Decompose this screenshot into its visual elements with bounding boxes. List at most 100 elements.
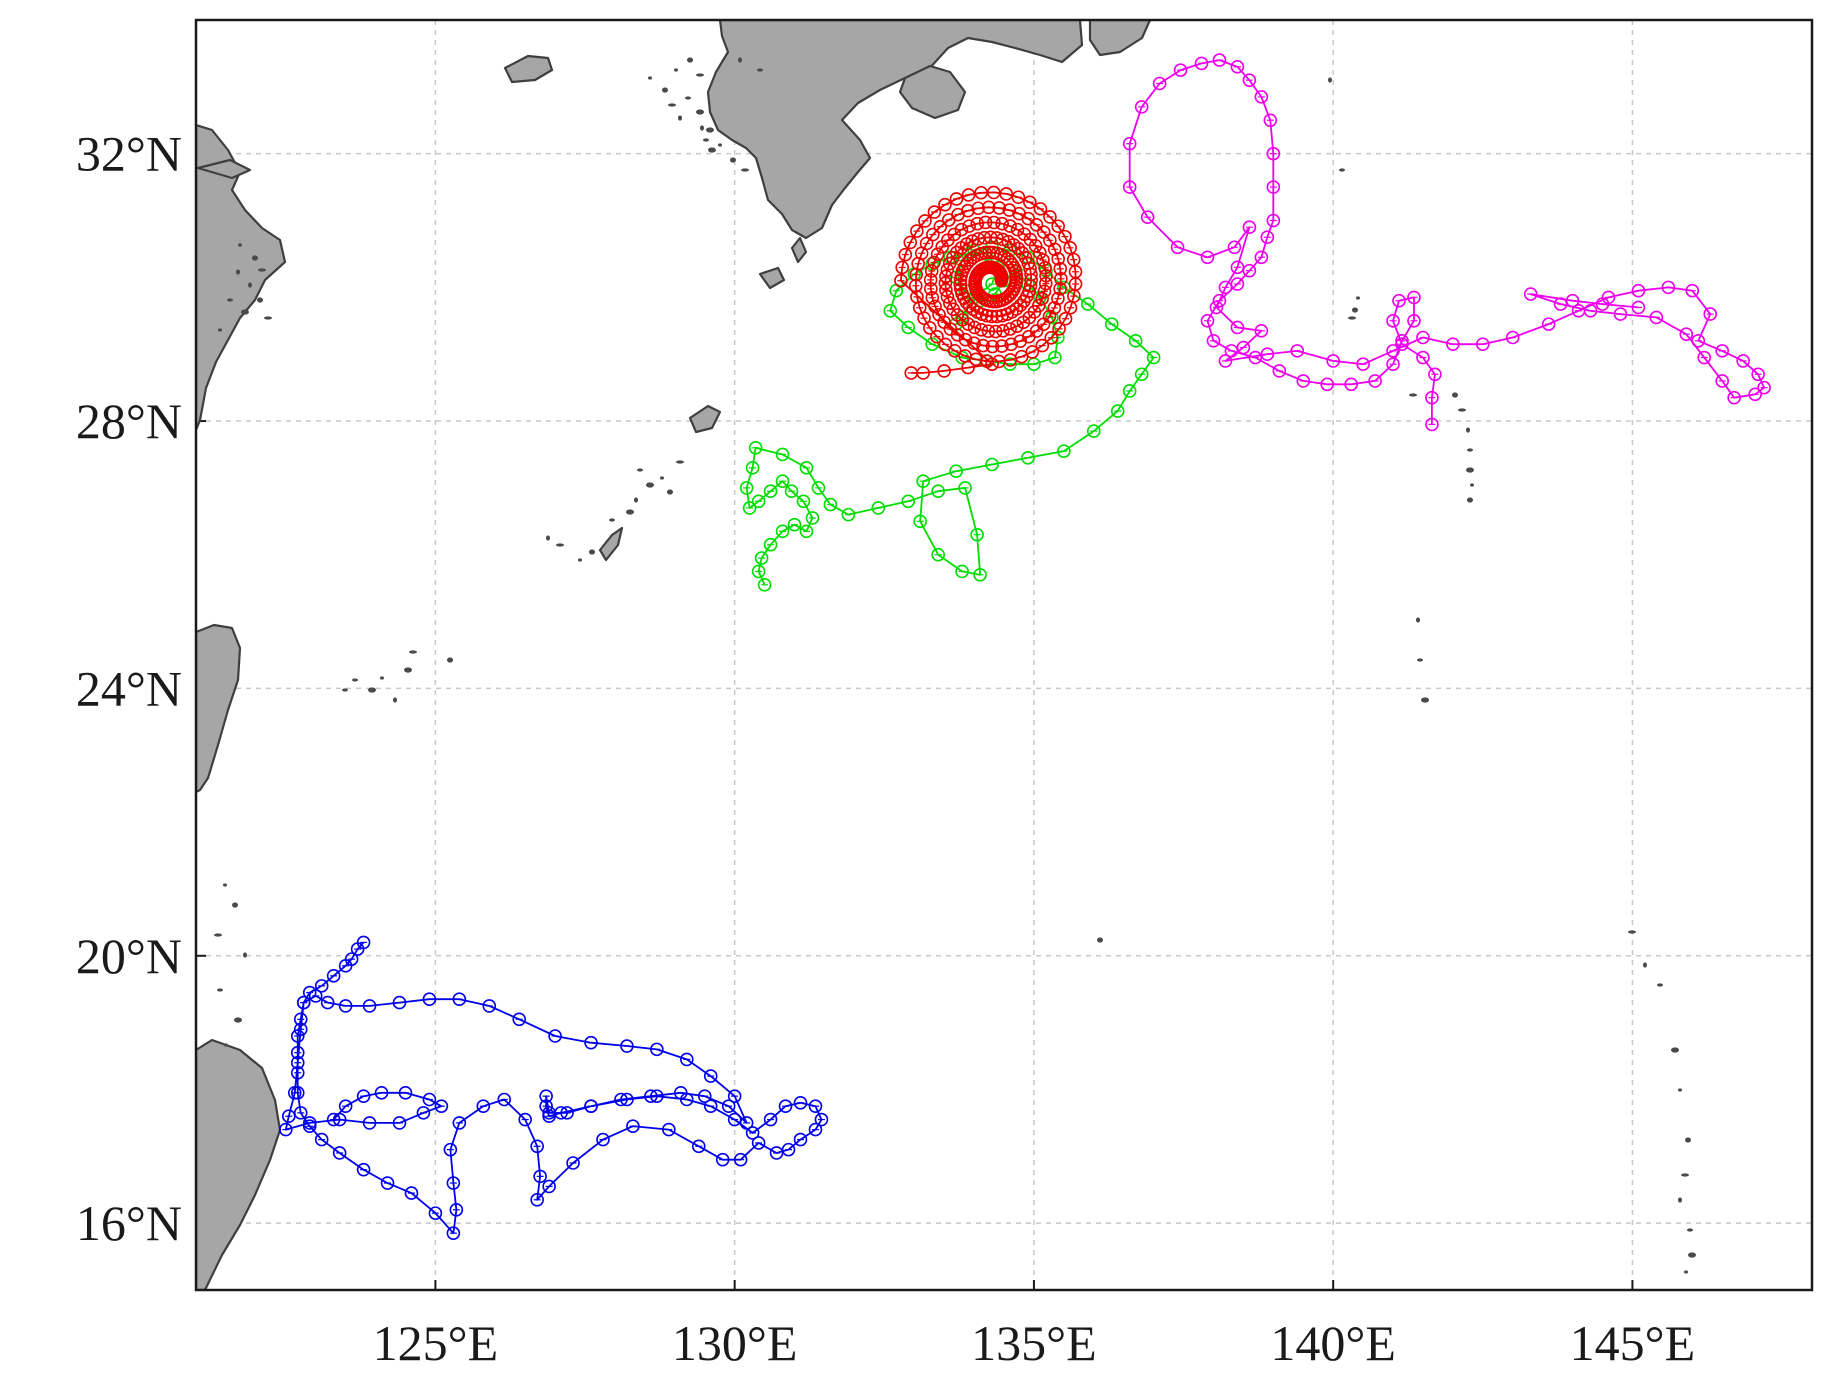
- track-point-2-155: [928, 299, 942, 314]
- track-point-3-39: [1140, 210, 1155, 224]
- islet-56: [1681, 1173, 1689, 1177]
- track-point-3-14: [1296, 374, 1311, 388]
- track-point-3-7: [1407, 290, 1421, 305]
- track-point-0-32: [542, 1179, 556, 1194]
- track-point-3-36: [1134, 100, 1149, 114]
- track-point-0-45: [814, 1112, 829, 1127]
- track-point-3-4: [1395, 337, 1409, 351]
- track-point-0-16: [332, 1146, 347, 1160]
- track-point-1-24: [931, 484, 945, 499]
- islet-73: [1352, 307, 1358, 313]
- track-point-3-43: [1242, 220, 1257, 235]
- islet-63: [1466, 427, 1470, 433]
- islet-36: [380, 676, 384, 680]
- track-point-0-47: [793, 1096, 808, 1110]
- islet-77: [706, 127, 714, 133]
- track-point-0-67: [697, 1089, 712, 1103]
- japan-landmass: [706, 20, 1084, 240]
- track-point-3-24: [1260, 230, 1275, 245]
- track-point-2-221: [1058, 229, 1072, 244]
- track-point-1-30: [913, 514, 928, 529]
- track-point-3-45: [1218, 280, 1233, 295]
- track-point-1-14: [739, 481, 754, 495]
- track-point-0-42: [781, 1142, 796, 1157]
- track-point-1-17: [775, 447, 790, 462]
- track-point-2-182: [1012, 206, 1026, 221]
- track-point-3-42: [1227, 240, 1242, 255]
- track-point-1-39: [1134, 367, 1149, 382]
- track-point-1-8: [796, 494, 811, 509]
- x-tick-label-1: 130°E: [672, 1315, 798, 1371]
- track-point-0-69: [739, 1116, 754, 1130]
- track-point-3-27: [1266, 146, 1281, 161]
- track-point-2-139: [1003, 219, 1017, 233]
- islet-18: [218, 328, 222, 332]
- track-point-1-61: [1048, 350, 1062, 365]
- islet-9: [700, 125, 704, 131]
- islet-58: [1687, 1228, 1693, 1232]
- track-point-2-200: [923, 321, 937, 335]
- track-point-1-6: [799, 524, 814, 539]
- track-point-0-18: [380, 1176, 395, 1190]
- track-point-2-189: [941, 213, 956, 227]
- track-point-2-211: [1035, 338, 1050, 353]
- track-point-2-145: [954, 222, 969, 237]
- track-point-0-44: [808, 1122, 823, 1137]
- track-point-2-184: [992, 201, 1006, 215]
- track-point-3-48: [1254, 324, 1269, 338]
- track-point-2-142: [978, 215, 993, 230]
- track-point-2-129: [1037, 284, 1052, 299]
- track-point-2-44: [1009, 271, 1024, 286]
- track-point-2-165: [1004, 337, 1019, 352]
- track-point-2-120: [988, 324, 1003, 339]
- luzon-island: [196, 1038, 282, 1290]
- track-point-3-69: [1736, 354, 1750, 368]
- islet-70: [1417, 658, 1423, 662]
- track-point-3-81: [1523, 287, 1538, 301]
- islet-6: [674, 68, 678, 72]
- track-point-0-43: [793, 1132, 808, 1147]
- track-point-0-21: [446, 1226, 461, 1240]
- track-point-0-66: [673, 1086, 688, 1100]
- track-point-3-5: [1386, 313, 1400, 328]
- track-point-2-213: [1052, 322, 1066, 336]
- track-point-3-68: [1715, 344, 1730, 358]
- track-point-0-101: [356, 1089, 371, 1103]
- track-point-3-6: [1392, 293, 1406, 308]
- track-point-2-171: [1047, 301, 1062, 315]
- track-point-0-26: [476, 1099, 491, 1113]
- track-point-0-35: [626, 1119, 640, 1134]
- track-point-2-164: [995, 339, 1009, 353]
- islet-64: [1467, 448, 1473, 452]
- track-point-0-103: [326, 1112, 341, 1127]
- islet-75: [1328, 77, 1332, 83]
- track-point-2-143: [970, 216, 985, 231]
- track-point-3-11: [1368, 374, 1382, 388]
- islet-45: [243, 952, 247, 958]
- track-point-2-222: [1051, 219, 1065, 234]
- track-point-2-150: [927, 255, 941, 270]
- track-point-2-173: [1053, 282, 1067, 296]
- track-point-3-80: [1553, 297, 1568, 311]
- tanegashima-island: [758, 266, 786, 290]
- track-point-2-191: [926, 227, 940, 242]
- track-point-0-91: [278, 1122, 293, 1137]
- track-3: [1122, 53, 1771, 432]
- track-point-0-19: [404, 1186, 419, 1200]
- track-point-1-34: [1021, 451, 1035, 465]
- track-point-1-0: [757, 578, 772, 592]
- track-point-1-19: [811, 481, 826, 495]
- islet-13: [252, 255, 258, 261]
- track-point-2-174: [1054, 272, 1068, 286]
- track-point-2-99: [977, 230, 992, 245]
- track-point-0-49: [763, 1112, 778, 1127]
- islet-3: [678, 115, 682, 121]
- track-point-1-3: [763, 537, 778, 552]
- islet-40: [342, 688, 348, 692]
- islet-17: [241, 309, 249, 315]
- track-point-2-161: [967, 336, 981, 351]
- track-point-0-82: [362, 999, 377, 1013]
- track-point-3-49: [1236, 340, 1251, 355]
- track-point-2-122: [1003, 322, 1017, 336]
